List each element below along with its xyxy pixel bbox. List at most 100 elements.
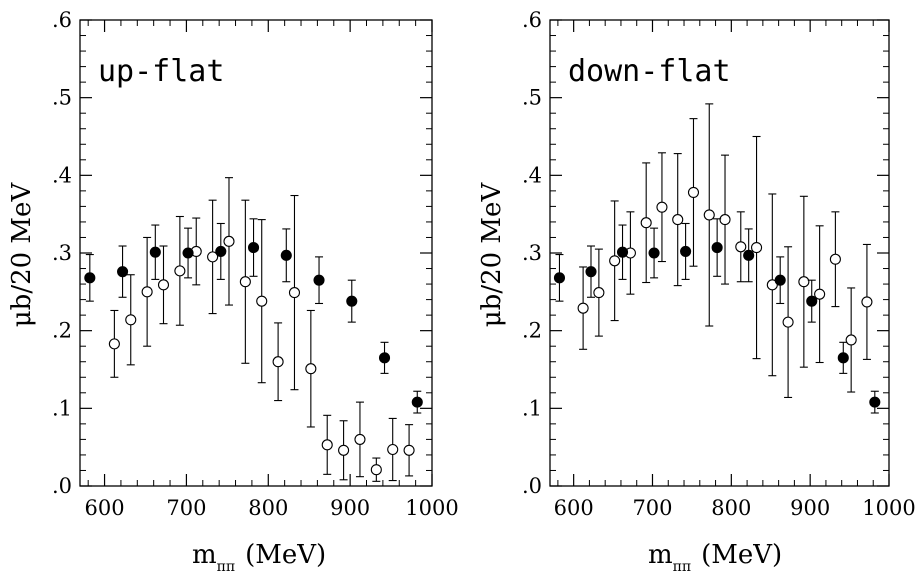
marker	[125, 314, 137, 326]
marker	[814, 288, 826, 300]
panel-title: up-flat	[98, 54, 224, 89]
filled-data-point	[117, 245, 129, 298]
open-data-point	[687, 118, 700, 267]
x-axis-label-unit: (MeV)	[245, 540, 326, 570]
marker	[735, 241, 747, 253]
filled-data-point	[411, 390, 423, 414]
filled-data-point	[648, 227, 660, 279]
filled-data-point	[247, 218, 260, 277]
open-data-point	[108, 309, 120, 378]
y-tick-label: .0	[52, 474, 72, 498]
filled-data-point	[869, 390, 881, 414]
marker	[593, 287, 605, 299]
open-data-point	[735, 211, 747, 283]
marker	[806, 295, 818, 307]
open-data-point	[305, 309, 317, 428]
x-tick-label: 600	[554, 496, 594, 520]
y-tick-label: .1	[522, 396, 542, 420]
marker	[338, 444, 350, 456]
y-tick-labels: .0 .1 .2 .3 .4 .5 .6	[522, 8, 542, 498]
marker	[157, 279, 170, 291]
marker	[215, 245, 227, 257]
axis-ticks	[550, 19, 890, 487]
x-tick-label: 600	[85, 496, 125, 520]
y-tick-label: .5	[52, 86, 72, 110]
x-tick-label: 700	[166, 496, 206, 520]
marker	[648, 247, 660, 259]
open-data-point	[814, 225, 826, 364]
open-data-point	[640, 162, 652, 284]
marker	[141, 286, 153, 298]
marker	[239, 276, 251, 288]
y-axis-label: μb/20 MeV	[7, 182, 37, 328]
x-tick-labels: 600 700 800 900 1000	[85, 496, 459, 520]
x-tick-label: 900	[790, 496, 830, 520]
marker	[378, 352, 391, 364]
filled-data-point	[616, 224, 629, 280]
marker	[751, 242, 763, 254]
open-data-point	[577, 266, 589, 350]
open-data-point	[174, 215, 186, 326]
filled-data-point	[553, 254, 566, 302]
y-tick-label: .6	[522, 8, 542, 32]
filled-data-point	[346, 279, 358, 323]
down-flat-panel: down-flat .0 .1 .2 .3 .4 .5 .6 600 700 800 900 100…	[477, 8, 916, 573]
y-tick-label: .6	[52, 8, 72, 32]
x-axis-label-main: m	[192, 540, 217, 570]
marker	[845, 334, 857, 346]
open-data-point	[672, 153, 684, 287]
open-data-point	[125, 274, 137, 366]
x-tick-label: 700	[632, 496, 672, 520]
open-data-point	[609, 200, 621, 322]
filled-data-point	[837, 341, 849, 374]
x-axis-label-main: m	[648, 540, 673, 570]
open-data-point	[370, 457, 382, 482]
marker	[782, 316, 794, 328]
filled-data-point	[585, 245, 597, 298]
open-data-point	[656, 152, 668, 263]
marker	[719, 214, 731, 226]
y-tick-label: .4	[522, 163, 542, 187]
marker	[680, 245, 692, 257]
filled-data-point	[215, 222, 227, 280]
filled-data-point	[280, 228, 292, 283]
marker	[346, 295, 358, 307]
x-axis-label-sub: ππ	[673, 559, 691, 573]
marker	[403, 444, 415, 456]
open-data-point	[190, 217, 202, 286]
open-data-point	[141, 236, 153, 347]
open-data-point	[354, 401, 366, 478]
y-axis-label: μb/20 MeV	[477, 182, 507, 328]
marker	[798, 276, 810, 288]
data-points	[84, 177, 423, 482]
plot-frame	[549, 19, 890, 487]
plot-frame	[79, 19, 433, 487]
marker	[387, 443, 399, 456]
x-tick-labels: 600 700 800 900 1000	[554, 496, 916, 520]
x-axis-label-unit: (MeV)	[701, 540, 782, 570]
marker	[280, 249, 292, 261]
filled-data-point	[711, 218, 723, 277]
y-tick-label: .2	[522, 319, 542, 343]
filled-data-point	[182, 227, 194, 279]
open-data-point	[751, 135, 763, 360]
filled-data-point	[743, 228, 755, 283]
open-data-point	[782, 246, 794, 399]
x-tick-label: 800	[248, 496, 288, 520]
open-data-point	[207, 199, 219, 315]
marker	[256, 295, 268, 307]
open-data-point	[766, 193, 778, 377]
x-tick-label: 1000	[862, 496, 915, 520]
marker	[687, 186, 700, 198]
open-data-point	[223, 177, 235, 306]
marker	[585, 266, 597, 278]
filled-data-point	[680, 222, 692, 280]
marker	[108, 338, 120, 350]
filled-data-point	[313, 256, 325, 305]
x-axis-label: mππ (MeV)	[192, 540, 326, 573]
marker	[321, 439, 333, 451]
open-data-point	[845, 287, 857, 393]
marker	[656, 201, 668, 213]
x-axis-label: mππ (MeV)	[648, 540, 782, 573]
